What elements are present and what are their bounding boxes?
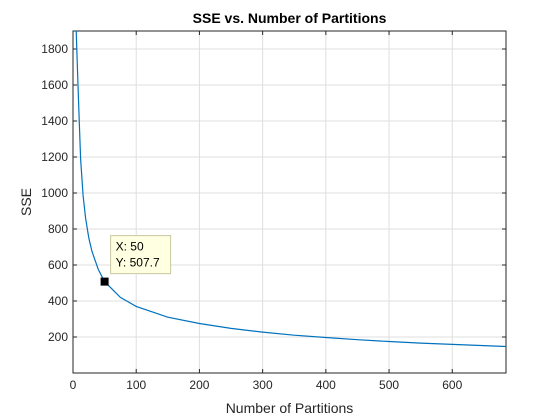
y-tick-label: 1000 (41, 186, 68, 200)
y-tick-label: 200 (48, 330, 68, 344)
y-tick-label: 1400 (41, 114, 68, 128)
ticks: 0 100 200 300 400 500 600 200 400 600 800 1000 1200 1… (41, 31, 506, 392)
axes-box (72, 30, 507, 374)
y-axis-label: SSE (18, 188, 34, 216)
y-tick-label: 1800 (41, 42, 68, 56)
x-tick-label: 400 (316, 378, 336, 392)
y-tick-label: 1600 (41, 78, 68, 92)
y-tick-label: 400 (48, 294, 68, 308)
axes (72, 30, 507, 374)
x-axis-label: Number of Partitions (226, 400, 354, 416)
x-tick-label: 500 (379, 378, 399, 392)
x-tick-label: 300 (253, 378, 273, 392)
datatip[interactable]: X: 50 Y: 507.7 (100, 235, 172, 286)
datatip-y-text: Y: 507.7 (116, 256, 160, 270)
grid (72, 31, 506, 373)
y-tick-label: 800 (48, 222, 68, 236)
x-tick-label: 100 (126, 378, 146, 392)
y-tick-label: 600 (48, 258, 68, 272)
sse-series-line (73, 31, 506, 348)
x-tick-label: 200 (189, 378, 209, 392)
datatip-box (110, 235, 172, 275)
datatip-x-text: X: 50 (116, 240, 144, 254)
series-layer (73, 31, 506, 348)
chart-title: SSE vs. Number of Partitions (193, 10, 387, 26)
y-tick-label: 1200 (41, 150, 68, 164)
x-tick-label: 600 (442, 378, 462, 392)
plot-area (73, 31, 506, 373)
x-tick-label: 0 (70, 378, 77, 392)
datatip-marker[interactable] (100, 277, 109, 286)
